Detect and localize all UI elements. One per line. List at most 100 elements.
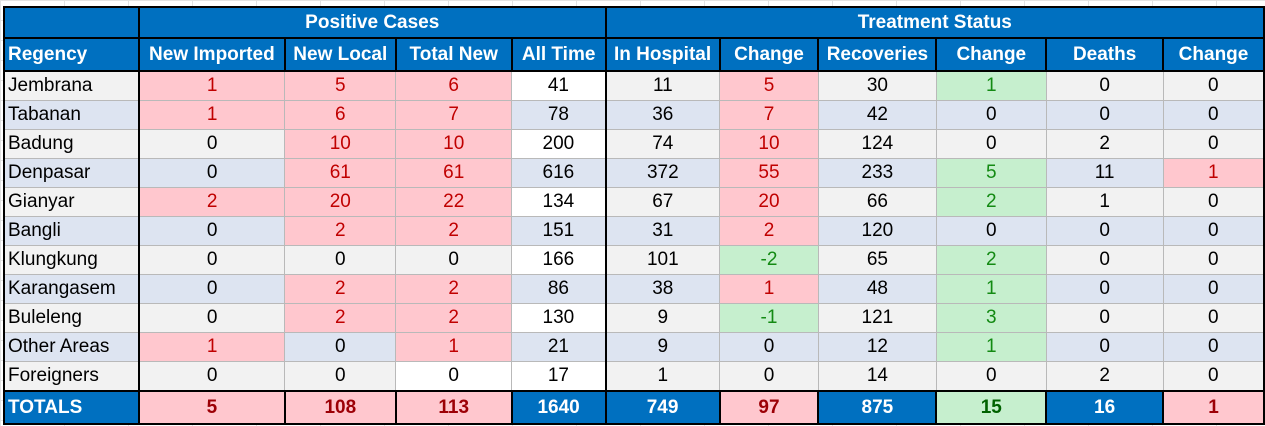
cell-deaths[interactable]: 2 xyxy=(1045,361,1164,392)
cell-total-new[interactable]: 2 xyxy=(395,216,513,246)
cell-in-hospital[interactable]: 38 xyxy=(605,274,721,304)
cell-total-new[interactable]: 22 xyxy=(395,187,513,217)
cell-recoveries-change[interactable]: 1 xyxy=(935,274,1047,304)
cell-total-new[interactable]: 7 xyxy=(395,100,513,130)
cell-deaths-change[interactable]: 0 xyxy=(1162,70,1265,101)
cell-regency[interactable]: Foreigners xyxy=(3,361,140,392)
cell-recoveries-change[interactable]: 1 xyxy=(935,70,1047,101)
cell-deaths[interactable]: 0 xyxy=(1045,216,1164,246)
cell-hospital-change[interactable]: 10 xyxy=(719,129,819,159)
cell-new-local[interactable]: 0 xyxy=(284,245,397,275)
cell-in-hospital[interactable]: 101 xyxy=(605,245,721,275)
cell-deaths-change[interactable]: 0 xyxy=(1162,245,1265,275)
cell-recoveries[interactable]: 42 xyxy=(817,100,937,130)
cell-total-new[interactable]: 1 xyxy=(395,332,513,362)
cell-total-new[interactable]: 0 xyxy=(395,361,513,392)
cell-new-local[interactable]: 5 xyxy=(284,70,397,101)
cell-all-time[interactable]: 151 xyxy=(511,216,607,246)
total-recoveries[interactable]: 875 xyxy=(817,390,938,425)
cell-regency[interactable]: Klungkung xyxy=(3,245,140,275)
cell-in-hospital[interactable]: 9 xyxy=(605,303,721,333)
cell-deaths-change[interactable]: 0 xyxy=(1162,129,1265,159)
cell-in-hospital[interactable]: 31 xyxy=(605,216,721,246)
cell-all-time[interactable]: 130 xyxy=(511,303,607,333)
cell-new-local[interactable]: 0 xyxy=(284,361,397,392)
cell-recoveries-change[interactable]: 5 xyxy=(935,158,1047,188)
cell-deaths-change[interactable]: 0 xyxy=(1162,216,1265,246)
cell-regency[interactable]: Tabanan xyxy=(3,100,140,130)
total-deaths[interactable]: 16 xyxy=(1045,390,1165,425)
cell-all-time[interactable]: 41 xyxy=(511,70,607,101)
cell-recoveries-change[interactable]: 0 xyxy=(935,129,1047,159)
cell-recoveries[interactable]: 120 xyxy=(817,216,937,246)
cell-in-hospital[interactable]: 372 xyxy=(605,158,721,188)
cell-new-local[interactable]: 61 xyxy=(284,158,397,188)
cell-new-imported[interactable]: 2 xyxy=(137,187,286,217)
cell-new-local[interactable]: 0 xyxy=(284,332,397,362)
cell-hospital-change[interactable]: 55 xyxy=(719,158,819,188)
total-recoveries-change[interactable]: 15 xyxy=(935,390,1048,425)
cell-regency[interactable]: Denpasar xyxy=(3,158,140,188)
cell-new-imported[interactable]: 0 xyxy=(137,245,286,275)
cell-new-imported[interactable]: 1 xyxy=(137,100,286,130)
cell-recoveries-change[interactable]: 1 xyxy=(935,332,1047,362)
cell-recoveries-change[interactable]: 0 xyxy=(935,361,1047,392)
cell-in-hospital[interactable]: 11 xyxy=(605,70,721,101)
cell-deaths-change[interactable]: 0 xyxy=(1162,100,1265,130)
cell-recoveries[interactable]: 30 xyxy=(817,70,937,101)
cell-deaths[interactable]: 0 xyxy=(1045,70,1164,101)
cell-recoveries[interactable]: 66 xyxy=(817,187,937,217)
cell-deaths-change[interactable]: 0 xyxy=(1162,332,1265,362)
cell-total-new[interactable]: 2 xyxy=(395,303,513,333)
cell-recoveries[interactable]: 65 xyxy=(817,245,937,275)
cell-all-time[interactable]: 21 xyxy=(511,332,607,362)
cell-regency[interactable]: Karangasem xyxy=(3,274,140,304)
cell-new-local[interactable]: 10 xyxy=(284,129,397,159)
totals-label[interactable]: TOTALS xyxy=(3,390,140,425)
cell-recoveries[interactable]: 121 xyxy=(817,303,937,333)
cell-deaths[interactable]: 0 xyxy=(1045,303,1164,333)
cell-hospital-change[interactable]: -2 xyxy=(719,245,819,275)
total-deaths-change[interactable]: 1 xyxy=(1162,390,1265,425)
cell-all-time[interactable]: 200 xyxy=(511,129,607,159)
cell-recoveries-change[interactable]: 2 xyxy=(935,245,1047,275)
cell-deaths[interactable]: 11 xyxy=(1045,158,1164,188)
cell-hospital-change[interactable]: -1 xyxy=(719,303,819,333)
cell-all-time[interactable]: 134 xyxy=(511,187,607,217)
cell-total-new[interactable]: 0 xyxy=(395,245,513,275)
cell-regency[interactable]: Other Areas xyxy=(3,332,140,362)
cell-hospital-change[interactable]: 0 xyxy=(719,361,819,392)
cell-regency[interactable]: Gianyar xyxy=(3,187,140,217)
cell-deaths-change[interactable]: 0 xyxy=(1162,361,1265,392)
cell-total-new[interactable]: 2 xyxy=(395,274,513,304)
cell-total-new[interactable]: 61 xyxy=(395,158,513,188)
cell-in-hospital[interactable]: 36 xyxy=(605,100,721,130)
cell-hospital-change[interactable]: 20 xyxy=(719,187,819,217)
cell-deaths[interactable]: 0 xyxy=(1045,100,1164,130)
cell-in-hospital[interactable]: 67 xyxy=(605,187,721,217)
cell-recoveries[interactable]: 12 xyxy=(817,332,937,362)
cell-deaths[interactable]: 0 xyxy=(1045,245,1164,275)
cell-regency[interactable]: Jembrana xyxy=(3,70,140,101)
cell-new-imported[interactable]: 0 xyxy=(137,303,286,333)
cell-regency[interactable]: Bangli xyxy=(3,216,140,246)
cell-recoveries[interactable]: 124 xyxy=(817,129,937,159)
total-new-imported[interactable]: 5 xyxy=(137,390,286,425)
cell-total-new[interactable]: 6 xyxy=(395,70,513,101)
cell-in-hospital[interactable]: 1 xyxy=(605,361,721,392)
cell-hospital-change[interactable]: 2 xyxy=(719,216,819,246)
cell-hospital-change[interactable]: 7 xyxy=(719,100,819,130)
cell-new-imported[interactable]: 1 xyxy=(137,70,286,101)
cell-all-time[interactable]: 166 xyxy=(511,245,607,275)
cell-new-imported[interactable]: 0 xyxy=(137,158,286,188)
total-hospital-change[interactable]: 97 xyxy=(718,390,820,425)
cell-new-imported[interactable]: 0 xyxy=(137,361,286,392)
cell-deaths[interactable]: 1 xyxy=(1045,187,1164,217)
cell-recoveries-change[interactable]: 3 xyxy=(935,303,1047,333)
cell-hospital-change[interactable]: 0 xyxy=(719,332,819,362)
total-new-local[interactable]: 108 xyxy=(283,390,397,425)
total-total-new[interactable]: 113 xyxy=(394,390,513,425)
cell-deaths-change[interactable]: 0 xyxy=(1162,274,1265,304)
cell-all-time[interactable]: 17 xyxy=(511,361,607,392)
cell-recoveries[interactable]: 48 xyxy=(817,274,937,304)
